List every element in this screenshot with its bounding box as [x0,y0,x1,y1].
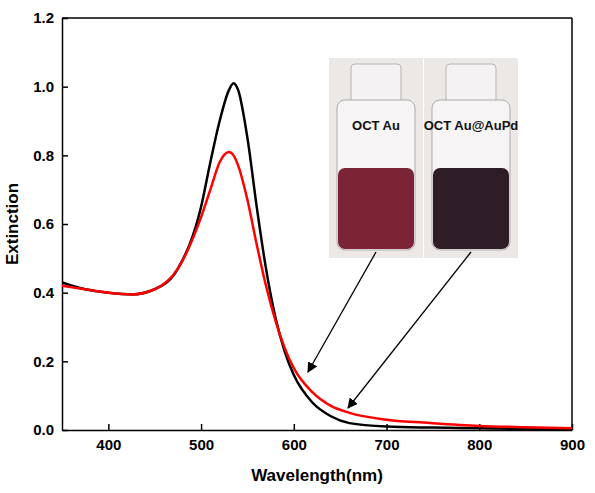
y-tick-mark [62,224,68,226]
frame [62,17,572,19]
series-label: OCT Au [352,118,400,133]
vial-neck [446,64,496,104]
y-tick-mark [62,361,68,363]
photo-bg [424,58,518,258]
y-axis-title: Extinction [3,183,22,265]
vial-liquid [433,168,509,249]
vial-body [337,100,415,250]
x-axis-title: Wavelength(nm) [251,466,383,485]
y-tick-mark [62,155,68,157]
y-tick-label: 0.4 [33,284,55,301]
x-tick-mark [108,424,110,430]
vial: OCT Au@AuPd [424,58,519,258]
y-tick-label: 0.8 [33,147,54,164]
vial: OCT Au [329,58,423,258]
x-tick-label: 700 [375,436,400,453]
series-label: OCT Au@AuPd [424,118,519,133]
y-tick-label: 0.6 [33,215,54,232]
y-tick-label: 0.2 [33,353,54,370]
frame [571,18,573,430]
y-tick-mark [62,430,68,432]
photo-bg [329,58,423,258]
y-tick: 0.2 [33,353,68,370]
x-tick-mark [294,424,296,430]
arrow [348,252,471,408]
vial-liquid [338,168,414,249]
y-tick-label: 0.0 [33,421,54,438]
inset: OCT Au OCT Au@AuPd [308,58,518,408]
y-tick-label: 1.2 [33,9,54,26]
y-tick-mark [62,86,68,88]
arrow [308,252,376,372]
x-tick: 600 [282,424,307,453]
y-tick: 1.0 [33,78,68,95]
x-tick-label: 900 [560,436,585,453]
x-tick: 400 [96,424,121,453]
chart: 400 500 600 700 800 900 0.0 0.2 0.4 0.6 0.8 1.0 1.2 O… [0,0,595,493]
y-tick: 0.6 [33,215,68,232]
vial-neck [351,64,401,104]
y-tick: 0.8 [33,147,68,164]
series-line [62,152,572,428]
y-axis: 0.0 0.2 0.4 0.6 0.8 1.0 1.2 [33,9,68,438]
x-tick: 700 [375,424,400,453]
x-tick: 500 [189,424,214,453]
y-tick-mark [62,292,68,294]
x-tick-label: 800 [467,436,492,453]
axis-line [63,430,573,432]
x-tick-mark [201,424,203,430]
x-tick-label: 500 [189,436,214,453]
x-tick-label: 400 [96,436,121,453]
plot: 400 500 600 700 800 900 0.0 0.2 0.4 0.6 0.8 1.0 1.2 [33,9,585,452]
x-tick-label: 600 [282,436,307,453]
y-tick-label: 1.0 [33,78,54,95]
y-tick: 0.0 [33,421,68,438]
